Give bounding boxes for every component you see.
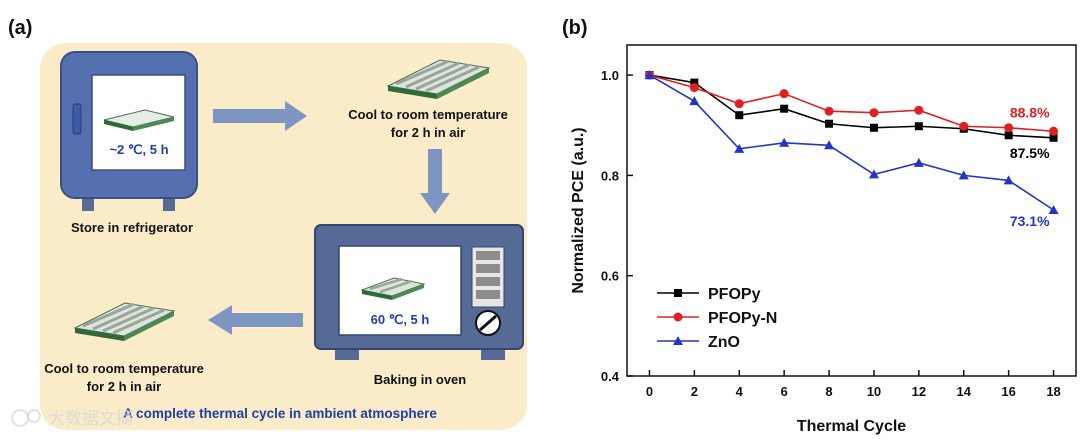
data-point-zno [1048,204,1059,214]
data-point-zno [958,170,969,180]
data-point-pfopy-n [869,108,879,118]
cool-label-1-line1: Cool to room temperature [348,107,508,122]
panel-a: (a) ~2 ℃, 5 h Store in refrigerator [8,17,527,430]
data-point-pfopy-n [1049,126,1059,136]
data-point-zno [913,157,924,167]
striped-sample-icon [386,59,491,99]
panel-b-label: (b) [562,17,588,39]
y-tick-label: 0.8 [601,168,619,183]
legend-item-zno: ZnO [657,334,740,351]
fridge-condition-label: ~2 ℃, 5 h [109,142,168,157]
legend-label: PFOPy [708,286,761,303]
panel-b: (b) 0.4 0.6 0.8 1.0 0 2 4 6 8 10 12 14 16 18 87.5% 88… [562,17,1077,435]
cycle-caption: A complete thermal cycle in ambient atmo… [123,406,437,421]
y-tick-label: 0.6 [601,269,619,284]
end-value-label-zno: 73.1% [1010,213,1050,229]
data-point-pfopy-n [1004,123,1014,133]
x-axis-title: Thermal Cycle [797,418,906,435]
data-point-pfopy [780,104,789,113]
x-tick-label: 14 [957,384,972,399]
y-tick-label: 0.4 [601,369,620,384]
data-point-zno [868,169,879,179]
series-line-zno [649,74,1054,211]
y-axis-title: Normalized PCE (a.u.) [570,127,587,293]
cool-label-1-line2: for 2 h in air [391,125,465,140]
series-line-pfopy-n [649,74,1054,133]
legend-label: ZnO [708,334,740,351]
end-value-label-pfopy-n: 88.8% [1010,104,1050,120]
data-point-pfopy-n [779,89,789,99]
x-tick-label: 18 [1046,384,1060,399]
data-point-pfopy-n [959,121,969,131]
baking-label: Baking in oven [374,372,467,387]
x-axis: 0 2 4 6 8 10 12 14 16 18 [646,370,1061,399]
legend-item-pfopy: PFOPy [657,286,761,303]
oven-icon [314,224,524,360]
oven-condition-label: 60 ℃, 5 h [371,312,430,327]
x-tick-label: 4 [736,384,744,399]
data-point-zno [1003,175,1014,185]
data-point-pfopy [869,123,878,132]
cool-label-2-line1: Cool to room temperature [44,361,204,376]
watermark-logo: 大数据文摘 [11,409,133,428]
x-tick-label: 16 [1001,384,1015,399]
legend-marker [673,336,683,345]
data-point-pfopy-n [824,106,834,116]
x-tick-label: 12 [912,384,926,399]
data-point-pfopy-n [689,83,699,93]
data-point-pfopy [690,78,699,87]
series-zno: 73.1% [644,70,1059,229]
legend: PFOPy PFOPy-N ZnO [657,286,777,351]
data-point-pfopy [1004,131,1013,140]
data-point-zno [644,70,655,80]
x-tick-label: 0 [646,384,653,399]
arrow-right-icon [213,101,307,131]
legend-item-pfopy-n: PFOPy-N [657,310,777,327]
data-point-pfopy-n [914,105,924,115]
watermark-text: 大数据文摘 [48,409,133,428]
data-point-zno [689,96,700,106]
cool-label-2-line2: for 2 h in air [87,379,161,394]
data-point-pfopy [914,122,923,131]
store-label: Store in refrigerator [71,220,193,235]
oven-sample-icon [360,277,426,300]
data-point-pfopy [1049,133,1058,142]
legend-marker [674,289,682,297]
x-tick-label: 8 [825,384,832,399]
data-point-pfopy-n [734,99,744,109]
y-axis: 0.4 0.6 0.8 1.0 [601,68,633,384]
series-pfopy-n: 88.8% [644,70,1059,136]
arrow-left-icon [208,305,303,335]
striped-sample-icon-2 [73,302,176,341]
series-line-pfopy [649,74,1054,139]
data-point-pfopy [825,119,834,128]
sample-device-icon [103,109,175,131]
panel-a-label: (a) [8,17,32,39]
data-point-zno [734,143,745,153]
y-tick-label: 1.0 [601,68,619,83]
x-tick-label: 2 [691,384,698,399]
data-point-zno [824,140,835,150]
x-tick-label: 6 [781,384,788,399]
legend-marker [673,312,683,322]
end-value-label-pfopy: 87.5% [1010,145,1050,161]
legend-label: PFOPy-N [708,310,777,327]
arrow-down-icon [420,149,450,214]
series-layer: 87.5% 88.8% 73.1% [644,70,1059,229]
x-tick-label: 10 [867,384,881,399]
refrigerator-icon [60,51,198,211]
data-point-zno [779,137,790,147]
line-chart: 0.4 0.6 0.8 1.0 0 2 4 6 8 10 12 14 16 18 87.5% 88.8% 7… [570,44,1077,435]
plot-frame [626,44,1077,377]
data-point-pfopy [735,111,744,120]
